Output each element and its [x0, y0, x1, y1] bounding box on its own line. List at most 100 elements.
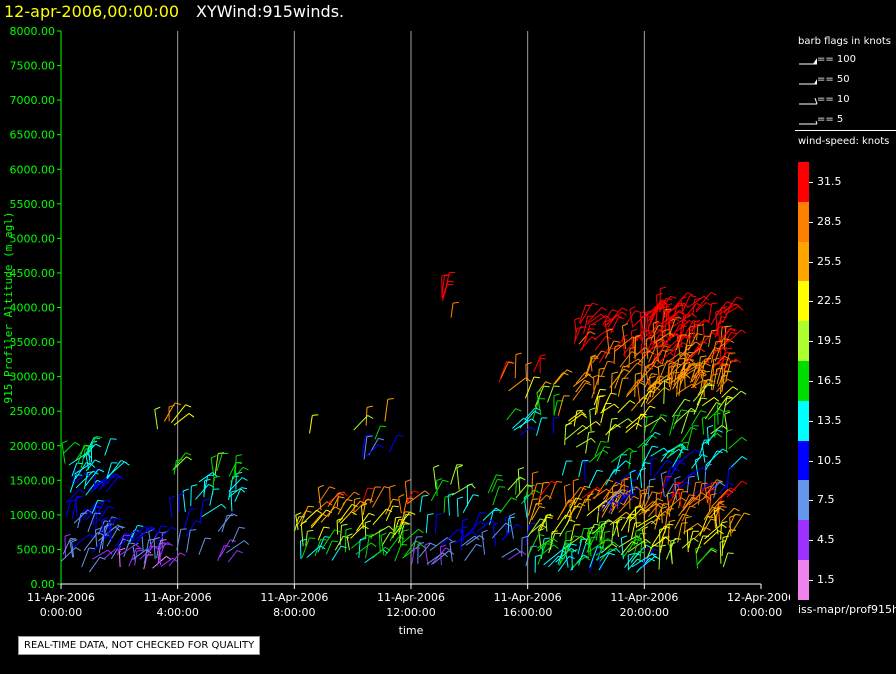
wind-barb — [690, 379, 705, 389]
wind-barb — [649, 537, 667, 549]
wind-barb-flag — [61, 440, 68, 444]
wind-barb-flag — [580, 411, 587, 416]
wind-barb-flag — [692, 363, 699, 367]
wind-barb-flag — [74, 441, 81, 446]
wind-barb — [209, 489, 214, 506]
wind-barb — [719, 348, 722, 365]
wind-barb — [310, 513, 323, 527]
wind-barb-flag — [605, 539, 612, 542]
wind-barb-flag — [633, 335, 640, 339]
wind-barb — [613, 338, 625, 350]
wind-barb — [317, 526, 325, 541]
wind-barb — [596, 446, 605, 462]
wind-barb-flag — [76, 462, 83, 465]
wind-barb — [692, 374, 701, 389]
wind-barb-flag — [728, 482, 735, 486]
speed-scale-tick — [809, 341, 813, 343]
wind-barb — [450, 303, 454, 318]
wind-barb-flag — [545, 381, 552, 385]
wind-barb-flag — [90, 463, 96, 468]
wind-barb — [729, 517, 732, 537]
wind-barb-flag — [305, 510, 312, 513]
wind-barb — [219, 539, 231, 558]
wind-barb — [717, 503, 721, 525]
wind-barb-flag — [697, 324, 704, 327]
wind-barb-flag — [389, 484, 396, 488]
wind-barb-flag — [650, 552, 657, 556]
wind-barb-flag — [611, 371, 619, 374]
wind-barb-flag — [610, 392, 617, 395]
wind-barb — [578, 460, 583, 478]
speed-scale-label: 19.5 — [817, 334, 842, 348]
wind-barb-flag — [148, 538, 155, 541]
wind-barb-flag — [661, 506, 668, 510]
wind-barb-flag — [642, 526, 649, 530]
wind-barb-flag — [510, 497, 517, 501]
wind-barb-flag — [588, 526, 595, 530]
wind-barb — [631, 553, 653, 568]
wind-barb-flag — [479, 512, 486, 514]
wind-barb — [62, 441, 76, 455]
wind-barb-flag — [669, 449, 676, 453]
speed-scale-tick — [809, 181, 813, 183]
wind-barb-flag — [587, 530, 594, 534]
barb-flag-row: == 100 — [795, 54, 896, 68]
wind-barb-flag — [727, 378, 734, 383]
wind-barb-flag — [547, 540, 554, 545]
wind-barb-flag — [119, 547, 126, 551]
wind-barb — [558, 550, 569, 566]
wind-barb — [695, 302, 707, 313]
wind-barb-flag — [664, 525, 671, 529]
wind-barb-flag — [159, 542, 166, 545]
wind-barb — [636, 462, 646, 481]
speed-color-block — [798, 440, 809, 481]
wind-barb-flag — [553, 544, 559, 549]
wind-barb — [647, 375, 668, 390]
wind-barb-flag — [392, 498, 399, 501]
wind-barb-flag — [361, 503, 368, 507]
wind-barb-flag — [721, 306, 728, 309]
wind-barb — [498, 361, 507, 383]
wind-barb-flag — [546, 494, 552, 499]
wind-barb — [588, 449, 604, 463]
wind-barb-flag — [680, 497, 687, 502]
wind-barb-flag — [693, 497, 700, 501]
wind-barb — [567, 486, 581, 504]
wind-barb — [711, 489, 729, 508]
wind-barb-flag — [645, 363, 652, 368]
wind-barb-flag — [703, 295, 709, 301]
x-tick-label-time: 8:00:00 — [273, 606, 315, 619]
wind-barb — [552, 372, 564, 386]
speed-scale-label: 1.5 — [817, 572, 835, 586]
wind-barb-flag — [712, 373, 719, 376]
wind-barb-flag — [87, 471, 94, 473]
wind-barb — [706, 502, 720, 517]
wind-barb — [454, 531, 474, 544]
wind-barb-flag — [587, 493, 594, 497]
wind-barb — [669, 415, 676, 436]
wind-barb — [176, 529, 182, 551]
wind-barb-flag — [615, 548, 621, 554]
wind-barb-flag — [403, 521, 410, 525]
wind-barb — [361, 435, 366, 457]
wind-barb-flag — [611, 309, 618, 312]
wind-barb — [620, 541, 633, 556]
wind-barb-flag — [651, 553, 657, 559]
wind-barb — [148, 531, 152, 547]
wind-barb-flag — [721, 523, 727, 529]
wind-barb — [650, 447, 665, 457]
wind-barb-flag — [584, 556, 591, 561]
wind-barb-flag — [212, 472, 218, 477]
wind-barb — [536, 537, 554, 549]
wind-barb-flag — [629, 447, 635, 453]
wind-barb-flag — [565, 530, 572, 533]
wind-barb-flag — [700, 410, 707, 413]
wind-barb-flag — [728, 466, 735, 469]
wind-barb — [536, 417, 542, 436]
wind-barb-flag — [639, 488, 646, 492]
wind-barb — [464, 544, 477, 561]
wind-barb-flag — [679, 309, 685, 315]
wind-barb-flag — [687, 292, 694, 296]
wind-barb — [575, 380, 585, 393]
wind-barb — [724, 414, 728, 433]
